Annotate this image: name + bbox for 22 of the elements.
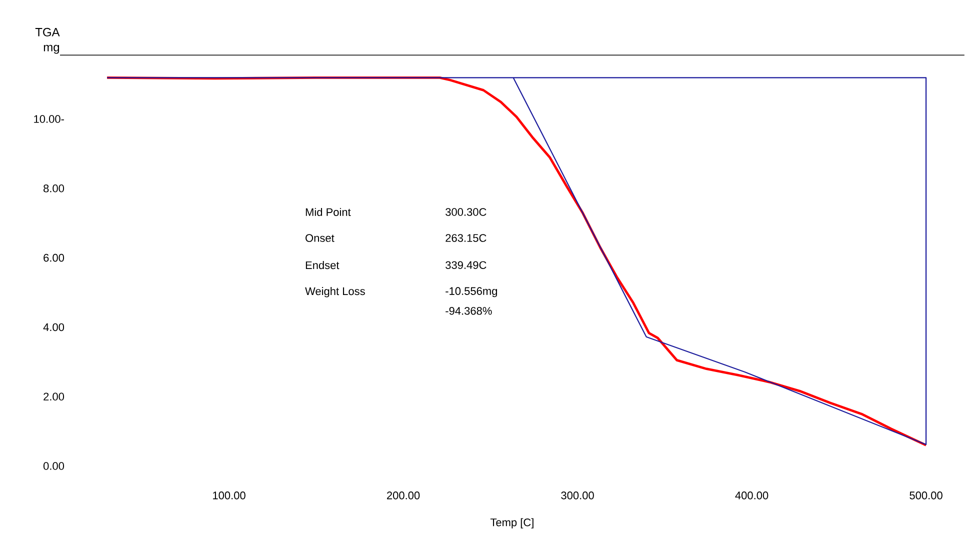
y-tick-label: 10.00- <box>34 115 64 123</box>
annotation: -10.556mg <box>446 287 498 298</box>
annotation: Endset <box>306 261 340 270</box>
x-tick-label: 100.00 <box>213 492 246 500</box>
x-tick-label: 400.00 <box>735 492 768 500</box>
y-tick-label: 6.00 <box>44 254 64 262</box>
annotation: Onset <box>306 234 334 242</box>
annotation: -94.368% <box>446 307 492 315</box>
x-axis-title: Temp [C] <box>490 518 534 528</box>
annotation: 339.49C <box>446 261 486 269</box>
y-tick-label: 0.00 <box>43 462 64 470</box>
annotation: Mid Point <box>306 208 351 216</box>
y-tick-label: 2.00 <box>44 392 64 400</box>
y-axis-title: TGA mg <box>35 28 60 54</box>
y-tick-label: 4.00 <box>43 323 64 332</box>
annotation: 300.30C <box>446 208 486 216</box>
x-tick-label: 300.00 <box>561 492 594 500</box>
annotation: Weight Loss <box>305 287 365 298</box>
x-tick-label: 200.00 <box>387 492 420 500</box>
y-tick-label: 8.00 <box>44 184 64 192</box>
annotation: 263.15C <box>446 234 486 242</box>
x-tick-label: 500.00 <box>910 492 942 500</box>
